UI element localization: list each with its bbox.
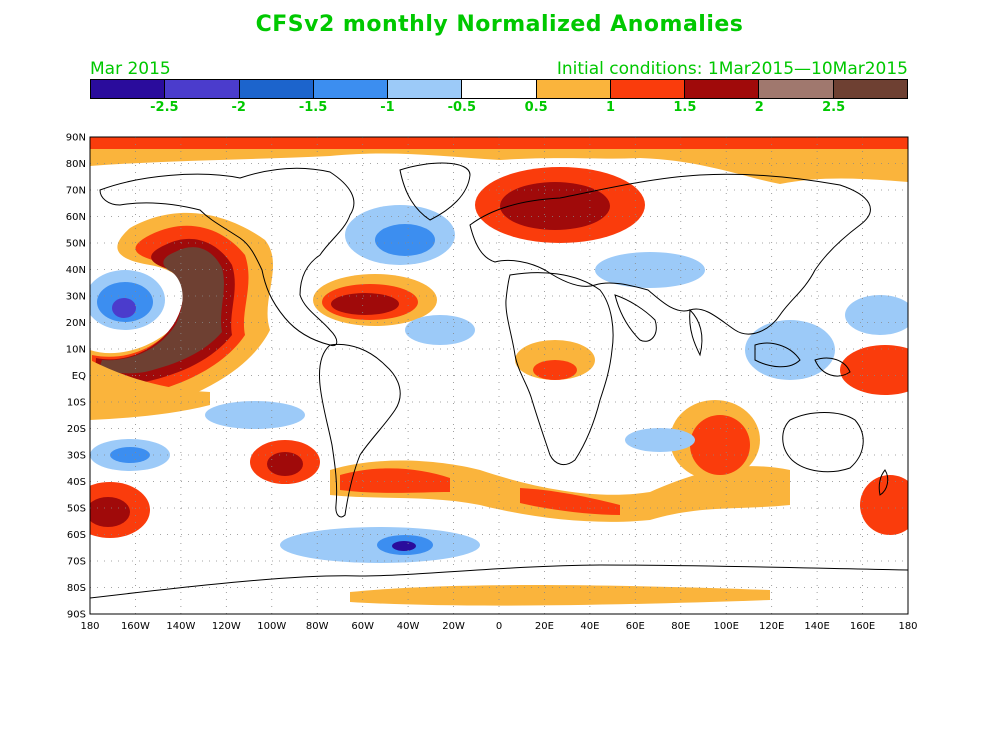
lat-tick-label: 40N (66, 265, 86, 276)
lon-tick-label: 80W (306, 621, 329, 632)
lon-tick-label: 20W (442, 621, 465, 632)
lon-tick-label: 100E (714, 621, 739, 632)
lat-tick-label: 30S (67, 451, 86, 462)
lat-tick-label: 70S (67, 557, 86, 568)
lat-tick-label: 80S (67, 583, 86, 594)
lon-tick-label: 160W (121, 621, 150, 632)
anomaly-map: 90N 80N 70N 60N 50N 40N 30N 20N 10N EQ 10S 20S 30S 40… (0, 0, 999, 750)
lon-tick-label: 160E (850, 621, 875, 632)
lat-tick-label: 60N (66, 212, 86, 223)
lon-tick-label: 60W (351, 621, 374, 632)
lon-tick-label: 120W (212, 621, 241, 632)
lat-tick-label: EQ (72, 371, 86, 382)
map-plot-area (70, 137, 930, 614)
lon-tick-label: 120E (759, 621, 784, 632)
lon-tick-label: 100W (257, 621, 286, 632)
lon-tick-label: 0 (496, 621, 502, 632)
lat-tick-label: 60S (67, 530, 86, 541)
lat-tick-label: 40S (67, 477, 86, 488)
lon-tick-label: 40W (397, 621, 420, 632)
lat-tick-label: 30N (66, 292, 86, 303)
lat-tick-label: 10S (67, 398, 86, 409)
lat-tick-label: 20N (66, 318, 86, 329)
lat-tick-label: 50S (67, 504, 86, 515)
lon-tick-label: 180 (80, 621, 99, 632)
lon-tick-label: 20E (535, 621, 554, 632)
lat-tick-label: 90S (67, 610, 86, 621)
lat-tick-label: 90N (66, 133, 86, 144)
lon-tick-label: 180 (898, 621, 917, 632)
lat-tick-label: 10N (66, 345, 86, 356)
lon-tick-label: 140W (166, 621, 195, 632)
lat-tick-label: 20S (67, 424, 86, 435)
lon-tick-label: 140E (804, 621, 829, 632)
lat-tick-label: 70N (66, 186, 86, 197)
lon-tick-label: 60E (626, 621, 645, 632)
lat-tick-label: 80N (66, 159, 86, 170)
lon-tick-label: 80E (671, 621, 690, 632)
lat-tick-label: 50N (66, 239, 86, 250)
lon-tick-label: 40E (580, 621, 599, 632)
